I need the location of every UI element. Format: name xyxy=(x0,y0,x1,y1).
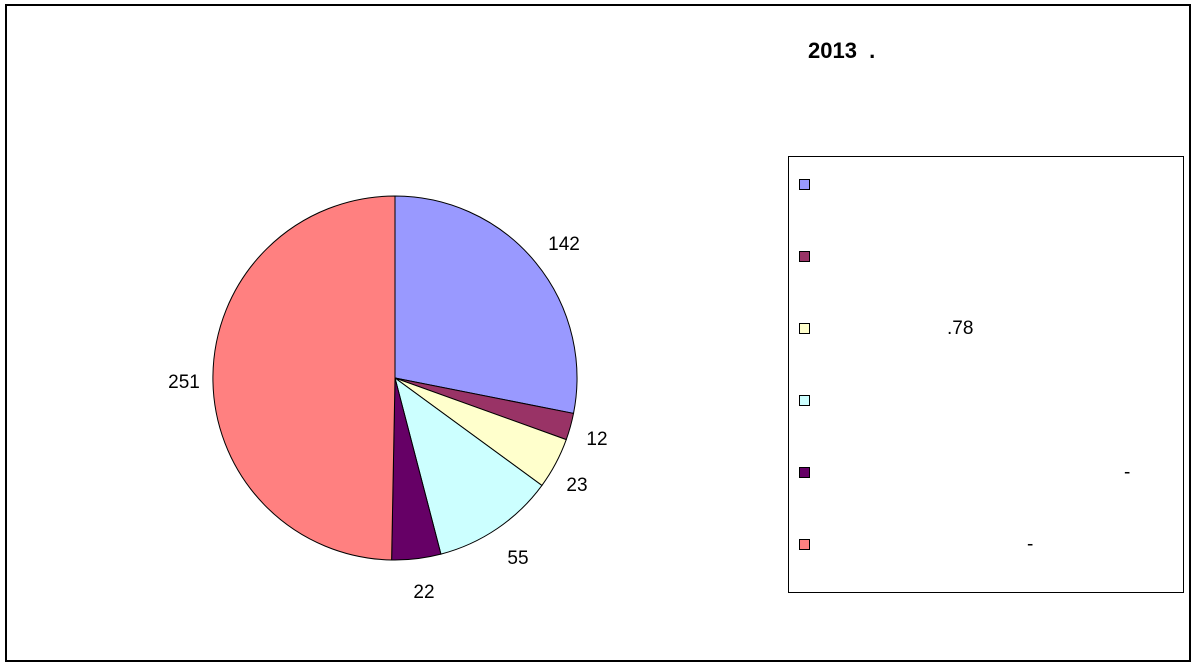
legend-item-2 xyxy=(789,246,1183,270)
data-label-5: 22 xyxy=(413,582,434,603)
pie-slices xyxy=(213,196,577,560)
data-label-4: 55 xyxy=(507,548,528,569)
legend-label-6: - xyxy=(1027,534,1033,556)
legend-swatch-1 xyxy=(799,179,810,190)
legend-swatch-3 xyxy=(799,323,810,334)
legend-item-6: - xyxy=(789,534,1183,558)
legend: .78 - - xyxy=(788,156,1184,593)
legend-item-1 xyxy=(789,174,1183,198)
legend-label-3: .78 xyxy=(947,318,973,340)
legend-swatch-5 xyxy=(799,467,810,478)
legend-swatch-4 xyxy=(799,395,810,406)
legend-item-5: - xyxy=(789,462,1183,486)
pie-slice-1 xyxy=(395,196,577,413)
data-label-2: 12 xyxy=(586,429,607,450)
data-label-6: 251 xyxy=(168,372,200,393)
legend-item-4 xyxy=(789,390,1183,414)
legend-label-5: - xyxy=(1124,462,1130,484)
pie-slice-6 xyxy=(213,196,395,560)
data-label-1: 142 xyxy=(548,234,580,255)
data-label-3: 23 xyxy=(566,475,587,496)
legend-swatch-2 xyxy=(799,251,810,262)
legend-item-3: .78 xyxy=(789,318,1183,342)
legend-swatch-6 xyxy=(799,539,810,550)
